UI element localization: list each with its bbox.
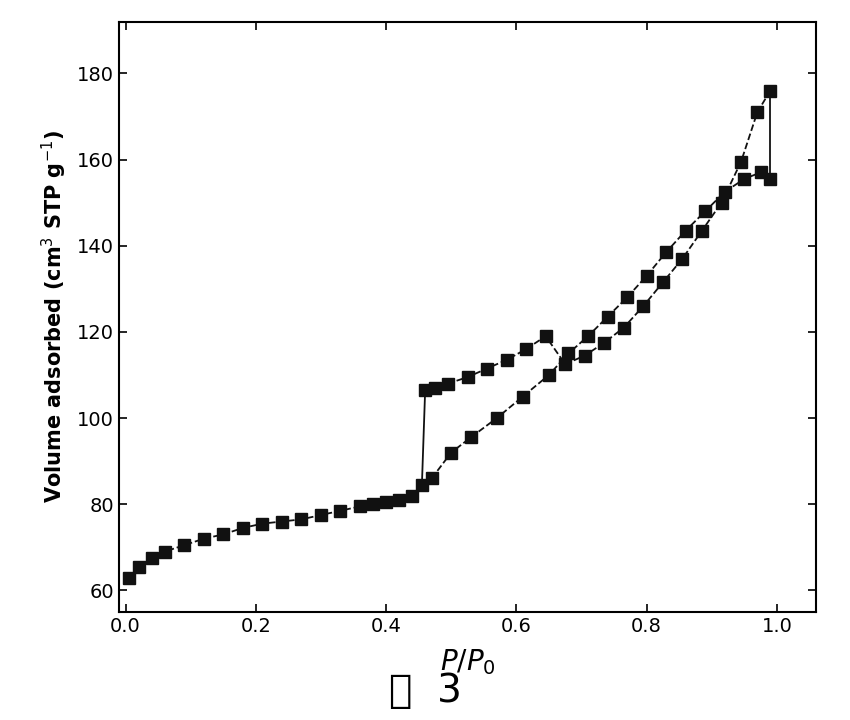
Text: 图  3: 图 3	[388, 672, 462, 710]
Y-axis label: Volume adsorbed (cm$^3$ STP g$^{-1}$): Volume adsorbed (cm$^3$ STP g$^{-1}$)	[40, 130, 69, 503]
X-axis label: $P/P_0$: $P/P_0$	[439, 647, 496, 677]
